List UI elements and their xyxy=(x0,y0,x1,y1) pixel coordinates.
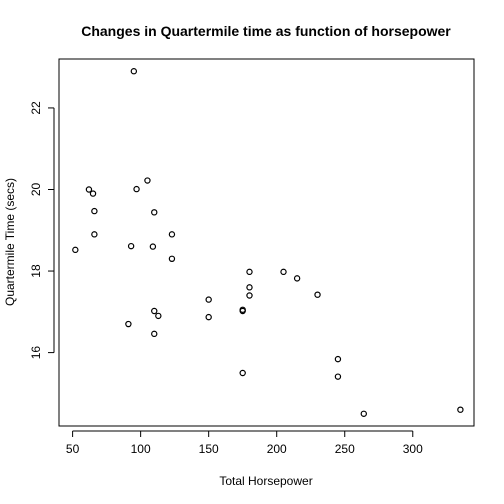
x-tick-label: 250 xyxy=(335,442,355,456)
data-point xyxy=(205,296,212,303)
x-tick-label: 300 xyxy=(403,442,423,456)
data-point xyxy=(151,307,158,315)
data-point xyxy=(151,330,158,338)
data-point xyxy=(168,231,176,238)
plot-frame xyxy=(58,58,475,427)
data-point xyxy=(149,243,157,250)
data-point xyxy=(293,275,301,282)
y-axis-label: Quartermile Time (secs) xyxy=(3,178,17,306)
data-point xyxy=(91,231,98,238)
y-tick-label: 22 xyxy=(29,101,43,115)
data-point xyxy=(125,320,132,328)
data-point xyxy=(168,255,176,263)
data-point xyxy=(133,185,140,193)
y-tick-label: 16 xyxy=(29,346,43,360)
data-point xyxy=(85,186,93,193)
data-point xyxy=(314,291,321,298)
data-point xyxy=(360,410,367,417)
data-points xyxy=(72,68,464,417)
data-point xyxy=(144,177,151,184)
data-point xyxy=(246,268,253,276)
x-axis-label: Total Horsepower xyxy=(219,474,312,488)
data-point xyxy=(72,246,79,254)
x-tick-label: 150 xyxy=(199,442,219,456)
x-tick-label: 200 xyxy=(267,442,287,456)
y-tick-label: 20 xyxy=(29,182,43,196)
x-tick-label: 100 xyxy=(131,442,151,456)
data-point xyxy=(457,406,464,413)
data-point xyxy=(155,312,162,320)
data-point xyxy=(239,369,246,377)
data-point xyxy=(91,207,98,215)
data-point xyxy=(334,373,342,380)
x-tick-label: 50 xyxy=(66,442,80,456)
y-axis: 16 18 20 22 xyxy=(29,101,55,360)
data-point xyxy=(205,313,212,321)
data-point xyxy=(246,292,253,299)
chart-title: Changes in Quartermile time as function … xyxy=(81,23,451,39)
data-point xyxy=(239,306,246,313)
data-point xyxy=(130,68,138,75)
x-axis: 50 100 150 200 250 300 xyxy=(66,430,423,456)
data-point xyxy=(89,190,97,197)
y-tick-label: 18 xyxy=(29,264,43,278)
data-point xyxy=(246,284,253,291)
data-point xyxy=(280,268,287,276)
data-point xyxy=(334,355,342,363)
data-point xyxy=(127,242,135,250)
data-point xyxy=(151,209,158,216)
